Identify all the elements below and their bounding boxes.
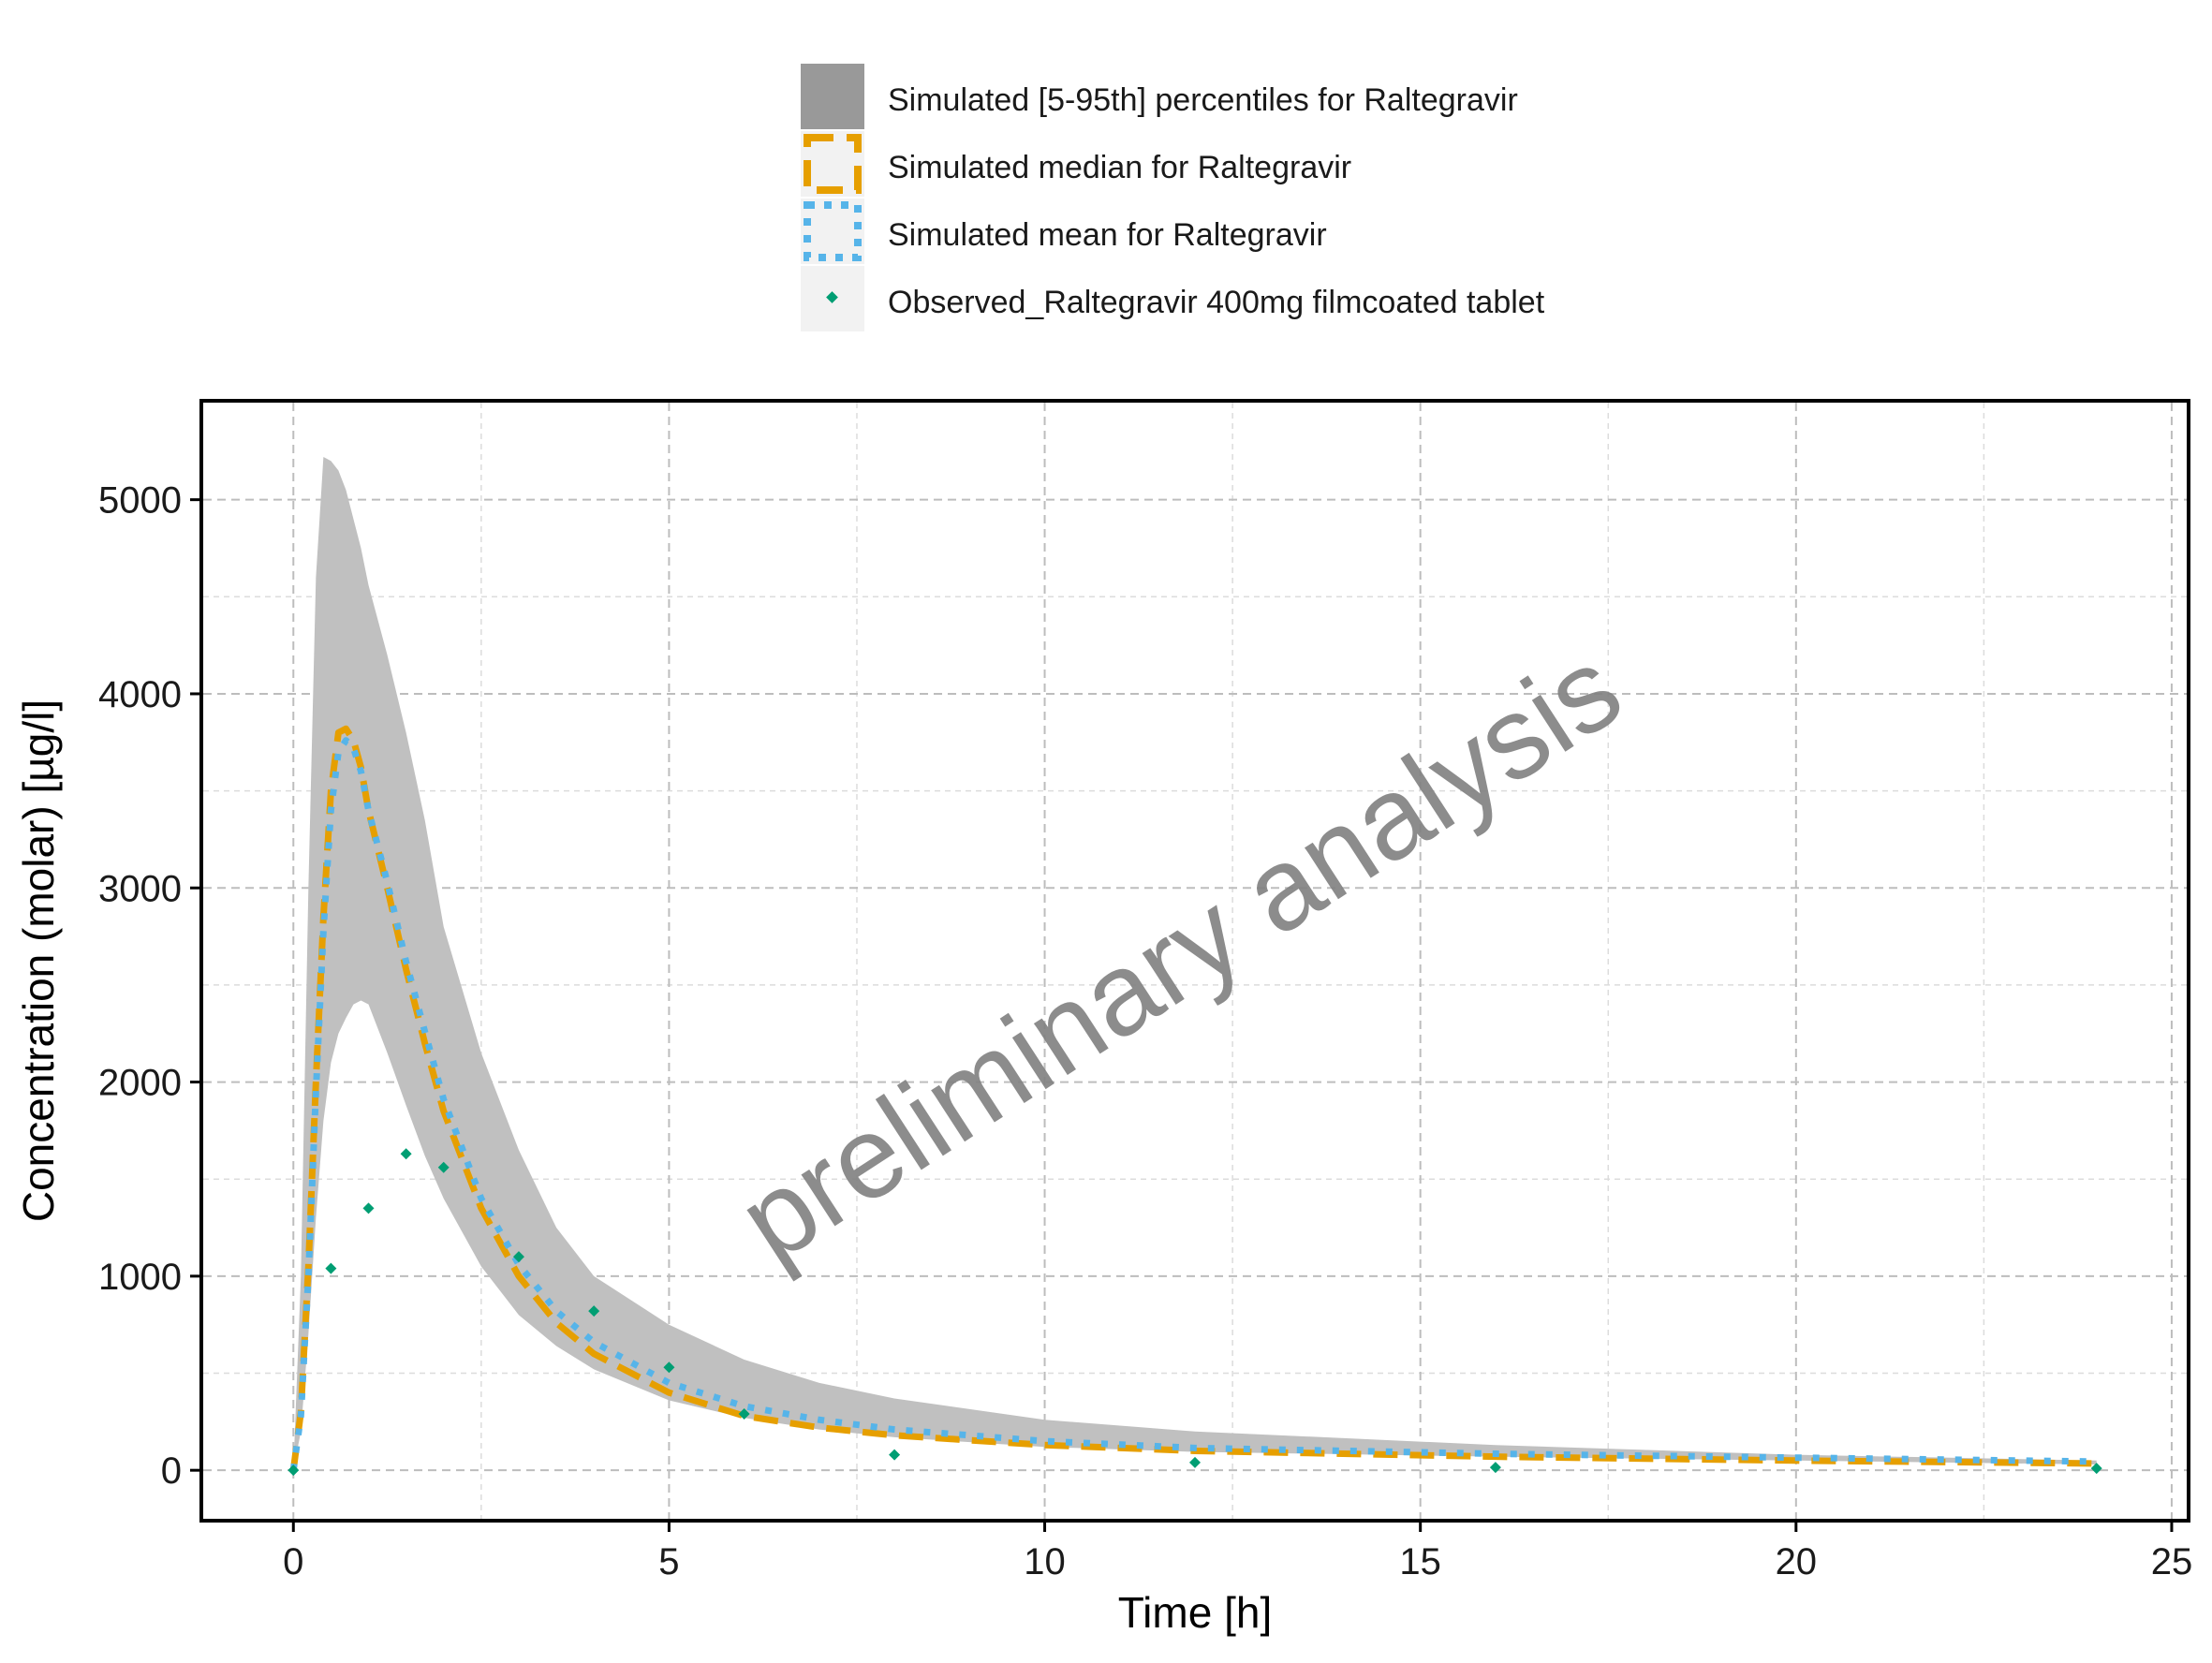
x-tick-label: 20 xyxy=(1776,1541,1818,1582)
x-tick-label: 0 xyxy=(283,1541,303,1582)
legend-median-swatch xyxy=(804,134,862,194)
x-axis: 0 5 10 15 20 25 xyxy=(283,1521,2192,1582)
y-axis-label: Concentration (molar) [µg/l] xyxy=(14,699,63,1222)
x-tick-label: 25 xyxy=(2151,1541,2193,1582)
x-tick-label: 10 xyxy=(1024,1541,1066,1582)
observed-point xyxy=(889,1449,901,1461)
legend-key-background-median xyxy=(801,131,864,197)
y-tick-label: 2000 xyxy=(98,1063,182,1104)
legend-band-swatch xyxy=(801,64,864,129)
legend: Simulated [5-95th] percentiles for Ralte… xyxy=(801,64,1545,331)
observed-point xyxy=(512,1251,524,1263)
observed-point xyxy=(288,1464,300,1477)
mean-line xyxy=(289,737,2097,1471)
observed-point xyxy=(663,1361,675,1374)
plot-panel-border xyxy=(199,399,2190,1523)
observed-point xyxy=(400,1148,412,1160)
observed-point xyxy=(738,1408,750,1420)
observed-point xyxy=(362,1202,375,1214)
observed-point xyxy=(588,1305,600,1317)
y-tick-label: 1000 xyxy=(98,1257,182,1298)
legend-label-band: Simulated [5-95th] percentiles for Ralte… xyxy=(888,82,1518,118)
x-tick-label: 5 xyxy=(658,1541,679,1582)
observed-point xyxy=(325,1262,337,1274)
y-tick-label: 3000 xyxy=(98,868,182,909)
observed-point xyxy=(1189,1456,1201,1468)
legend-label-median: Simulated median for Raltegravir xyxy=(888,150,1351,185)
observed-point xyxy=(2090,1463,2102,1475)
legend-label-observed: Observed_Raltegravir 400mg filmcoated ta… xyxy=(888,285,1545,320)
y-tick-label: 0 xyxy=(161,1450,182,1492)
y-tick-label: 4000 xyxy=(98,674,182,715)
y-axis: 0 1000 2000 3000 4000 5000 xyxy=(98,480,201,1492)
series-layer xyxy=(289,725,2097,1471)
grid-minor xyxy=(203,403,2187,1519)
y-tick-label: 5000 xyxy=(98,480,182,522)
observed-point xyxy=(1489,1462,1501,1474)
legend-key-background-mean xyxy=(801,199,864,264)
observed-point xyxy=(437,1161,450,1173)
x-axis-label: Time [h] xyxy=(1118,1588,1272,1637)
points-layer xyxy=(288,1148,2102,1477)
median-line xyxy=(289,725,2097,1471)
legend-label-mean: Simulated mean for Raltegravir xyxy=(888,217,1327,253)
x-tick-label: 15 xyxy=(1399,1541,1441,1582)
